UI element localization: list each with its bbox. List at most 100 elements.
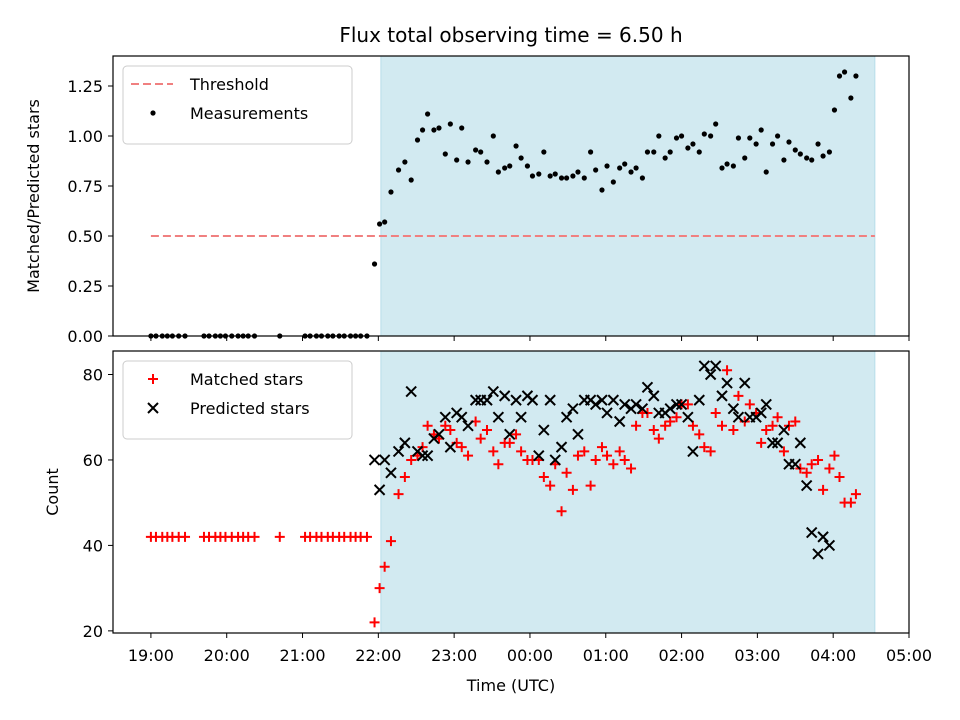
- measurement-point: [570, 173, 576, 179]
- measurement-point: [524, 163, 531, 169]
- measurement-point: [408, 177, 414, 183]
- matched-star-point: [756, 437, 767, 448]
- measurement-point: [495, 169, 501, 175]
- matched-star-point: [699, 442, 710, 453]
- predicted-star-point: [601, 407, 613, 419]
- predicted-star-point: [823, 539, 836, 552]
- measurement-point: [395, 167, 402, 173]
- x-tick-label: 05:00: [886, 646, 932, 665]
- measurement-point: [622, 161, 628, 167]
- predicted-star-point: [630, 398, 642, 411]
- predicted-star-point: [716, 390, 728, 402]
- predicted-star-point: [789, 458, 801, 470]
- measurement-point: [599, 187, 605, 193]
- measurement-point: [459, 125, 465, 131]
- measurement-point: [836, 73, 843, 79]
- measurement-point: [575, 169, 581, 175]
- measurement-point: [815, 141, 821, 147]
- predicted-star-point: [392, 445, 405, 458]
- top-y-tick-label: 0.00: [67, 327, 103, 346]
- matched-star-point: [516, 446, 527, 457]
- predicted-star-point: [510, 394, 522, 406]
- bottom-y-tick-label: 80: [83, 366, 103, 385]
- matched-star-point: [180, 531, 191, 542]
- predicted-star-point: [589, 398, 602, 411]
- measurement-point: [454, 157, 460, 163]
- x-tick-label: 23:00: [431, 646, 477, 665]
- measurement-point: [667, 149, 673, 155]
- predicted-star-point: [462, 420, 474, 432]
- measurement-point: [792, 147, 798, 153]
- predicted-star-point: [469, 394, 482, 406]
- top-y-tick-label: 0.75: [67, 177, 103, 196]
- predicted-star-point: [399, 437, 411, 449]
- measurement-point: [552, 171, 558, 177]
- measurement-point: [588, 149, 594, 155]
- matched-star-point: [744, 399, 755, 410]
- measurement-point: [436, 125, 442, 131]
- measurement-point: [804, 155, 810, 161]
- predicted-star-point: [687, 445, 699, 458]
- measurement-point: [376, 221, 383, 227]
- matched-star-point: [608, 459, 619, 470]
- predicted-star-point: [698, 360, 711, 372]
- measurement-point: [633, 165, 639, 171]
- predicted-star-point: [385, 467, 397, 479]
- measurement-point: [708, 133, 714, 139]
- matched-star-point: [545, 480, 556, 491]
- matched-star-point: [660, 420, 671, 431]
- predicted-star-point: [492, 411, 505, 423]
- bottom-y-axis-label: Count: [43, 468, 62, 516]
- measurement-point: [402, 159, 408, 165]
- measurement-point: [593, 167, 599, 173]
- predicted-star-point: [439, 411, 452, 423]
- predicted-star-point: [704, 368, 717, 381]
- top-legend: Threshold Measurements: [122, 65, 353, 145]
- matched-star-point: [626, 463, 637, 474]
- x-tick-label: 04:00: [810, 646, 856, 665]
- predicted-star-point: [732, 411, 745, 423]
- predicted-star-point: [421, 449, 434, 462]
- predicted-star-point: [721, 377, 733, 389]
- predicted-star-point: [806, 526, 818, 539]
- matched-star-point: [561, 467, 572, 478]
- bottom-y-tick-label: 60: [83, 451, 103, 470]
- matched-star-point: [790, 416, 801, 427]
- measurement-point: [388, 189, 394, 195]
- matched-star-point: [422, 420, 433, 431]
- matched-star-point: [456, 442, 467, 453]
- predicted-star-point: [613, 415, 626, 428]
- x-tick-label: 01:00: [583, 646, 629, 665]
- measurement-point: [442, 151, 448, 157]
- matched-star-point: [481, 425, 492, 436]
- matched-star-point: [361, 531, 372, 542]
- predicted-star-point: [755, 407, 767, 419]
- matched-star-point: [585, 480, 596, 491]
- legend-label: Threshold: [189, 75, 269, 94]
- measurement-point: [419, 127, 426, 133]
- predicted-star-point: [373, 484, 386, 496]
- chart-title: Flux total observing time = 6.50 h: [339, 23, 682, 47]
- predicted-star-point: [405, 385, 417, 398]
- top-y-tick-label: 1.25: [67, 77, 103, 96]
- measurement-point: [558, 175, 565, 181]
- predicted-star-point: [555, 441, 568, 453]
- matched-star-point: [393, 489, 404, 500]
- measurement-point: [774, 133, 781, 139]
- predicted-star-point: [515, 411, 527, 423]
- matched-star-point: [399, 472, 410, 483]
- predicted-star-point: [526, 394, 539, 406]
- predicted-star-point: [693, 394, 705, 406]
- measurement-point: [465, 159, 471, 165]
- predicted-star-point: [549, 454, 561, 466]
- measurement-point: [781, 157, 787, 163]
- measurement-point: [431, 127, 437, 133]
- measurement-point: [701, 131, 707, 137]
- measurement-point: [473, 147, 479, 153]
- matched-star-point: [493, 459, 504, 470]
- measurement-point: [490, 133, 496, 139]
- predicted-star-point: [800, 479, 813, 492]
- matched-star-point: [579, 446, 590, 457]
- measurement-point: [758, 127, 764, 133]
